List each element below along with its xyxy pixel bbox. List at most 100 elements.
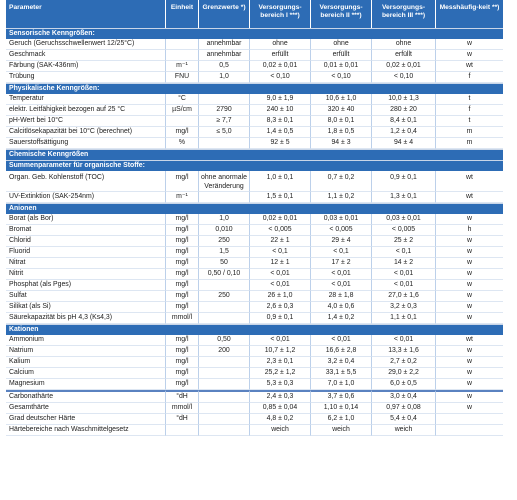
cell-parameter: Kalium — [6, 357, 166, 368]
cell-frequency: f — [436, 105, 503, 116]
cell-limit — [199, 390, 250, 403]
cell-supply-area-1: weich — [250, 425, 311, 436]
cell-unit — [166, 50, 199, 61]
cell-supply-area-2: < 0,01 — [311, 280, 372, 291]
cell-limit — [199, 357, 250, 368]
cell-unit: mg/l — [166, 258, 199, 269]
cell-supply-area-1: < 0,01 — [250, 280, 311, 291]
cell-supply-area-1: 2,3 ± 0,1 — [250, 357, 311, 368]
cell-limit: ≤ 5,0 — [199, 127, 250, 138]
cell-unit: FNU — [166, 72, 199, 83]
table-row: elektr. Leitfähigkeit bezogen auf 25 °C µ… — [6, 105, 503, 116]
cell-supply-area-3: < 0,1 — [372, 247, 436, 258]
cell-supply-area-2: 8,0 ± 0,1 — [311, 116, 372, 127]
cell-unit: mg/l — [166, 127, 199, 138]
table-row: Trübung FNU 1,0 < 0,10 < 0,10 < 0,10 f — [6, 72, 503, 83]
cell-frequency: w — [436, 368, 503, 379]
cell-supply-area-1: erfüllt — [250, 50, 311, 61]
cell-frequency: wt — [436, 192, 503, 203]
cell-supply-area-3: 94 ± 4 — [372, 138, 436, 149]
table-row: Geruch (Geruchsschwellenwert 12/25°C) ann… — [6, 39, 503, 50]
cell-supply-area-2: 0,01 ± 0,01 — [311, 61, 372, 72]
cell-supply-area-2: 7,0 ± 1,0 — [311, 379, 372, 390]
cell-supply-area-3: 29,0 ± 2,2 — [372, 368, 436, 379]
cell-supply-area-1: 1,0 ± 0,1 — [250, 171, 311, 192]
cell-supply-area-3: < 0,10 — [372, 72, 436, 83]
cell-supply-area-3: 0,03 ± 0,01 — [372, 214, 436, 225]
cell-unit: µS/cm — [166, 105, 199, 116]
cell-supply-area-3: weich — [372, 425, 436, 436]
cell-parameter: Calcitlösekapazität bei 10°C (berechnet) — [6, 127, 166, 138]
cell-parameter: Nitrit — [6, 269, 166, 280]
cell-supply-area-1: 2,4 ± 0,3 — [250, 390, 311, 403]
cell-unit: °C — [166, 94, 199, 105]
table-row: Gesamthärte mmol/l 0,85 ± 0,04 1,10 ± 0,14 0… — [6, 403, 503, 414]
cell-limit — [199, 94, 250, 105]
cell-frequency: w — [436, 280, 503, 291]
cell-limit: 0,010 — [199, 225, 250, 236]
cell-supply-area-1: 22 ± 1 — [250, 236, 311, 247]
cell-supply-area-1: 1,5 ± 0,1 — [250, 192, 311, 203]
cell-limit: 0,50 — [199, 335, 250, 346]
cell-unit: mmol/l — [166, 313, 199, 324]
cell-supply-area-3: < 0,01 — [372, 269, 436, 280]
cell-supply-area-2: 17 ± 2 — [311, 258, 372, 269]
section-title: Kationen — [6, 324, 503, 335]
table-row: Härtebereiche nach Waschmittelgesetz weic… — [6, 425, 503, 436]
table-row: UV-Extinktion (SAK-254nm) m⁻¹ 1,5 ± 0,1 1,1… — [6, 192, 503, 203]
table-row: pH-Wert bei 10°C ≥ 7,7 8,3 ± 0,1 8,0 ± 0,1 8… — [6, 116, 503, 127]
cell-parameter: Organ. Geb. Kohlenstoff (TOC) — [6, 171, 166, 192]
cell-supply-area-1: 12 ± 1 — [250, 258, 311, 269]
cell-unit: m⁻¹ — [166, 192, 199, 203]
cell-parameter: Sauerstoffsättigung — [6, 138, 166, 149]
cell-supply-area-3: 0,02 ± 0,01 — [372, 61, 436, 72]
cell-supply-area-1: 0,9 ± 0,1 — [250, 313, 311, 324]
cell-parameter: UV-Extinktion (SAK-254nm) — [6, 192, 166, 203]
table-body: Sensorische Kenngrößen: Geruch (Geruchssc… — [6, 28, 503, 436]
cell-supply-area-3: 1,1 ± 0,1 — [372, 313, 436, 324]
table-row: Säurekapazität bis pH 4,3 (Ks4,3) mmol/l 0… — [6, 313, 503, 324]
cell-unit: °dH — [166, 390, 199, 403]
cell-unit: m⁻¹ — [166, 61, 199, 72]
cell-parameter: pH-Wert bei 10°C — [6, 116, 166, 127]
cell-parameter: Trübung — [6, 72, 166, 83]
cell-supply-area-3: 3,2 ± 0,3 — [372, 302, 436, 313]
cell-frequency: w — [436, 269, 503, 280]
cell-supply-area-3: ohne — [372, 39, 436, 50]
section-header-row: Summenparameter für organische Stoffe: — [6, 160, 503, 171]
cell-frequency — [436, 414, 503, 425]
cell-supply-area-1: 26 ± 1,0 — [250, 291, 311, 302]
cell-supply-area-2: < 0,10 — [311, 72, 372, 83]
water-quality-table: Parameter Einheit Grenzwerte *) Versorgu… — [6, 0, 503, 436]
table-row: Phosphat (als Pges) mg/l < 0,01 < 0,01 < 0,0… — [6, 280, 503, 291]
cell-supply-area-2: 0,7 ± 0,2 — [311, 171, 372, 192]
cell-parameter: Silikat (als Si) — [6, 302, 166, 313]
cell-supply-area-1: 0,02 ± 0,01 — [250, 214, 311, 225]
cell-supply-area-3: 5,4 ± 0,4 — [372, 414, 436, 425]
cell-frequency: w — [436, 403, 503, 414]
cell-frequency: w — [436, 39, 503, 50]
cell-limit — [199, 302, 250, 313]
cell-frequency: wt — [436, 171, 503, 192]
cell-frequency: w — [436, 236, 503, 247]
header-frequency: Messhäufig-keit **) — [436, 0, 503, 28]
cell-supply-area-2: < 0,005 — [311, 225, 372, 236]
table-header-row: Parameter Einheit Grenzwerte *) Versorgu… — [6, 0, 503, 28]
cell-supply-area-2: 16,6 ± 2,8 — [311, 346, 372, 357]
cell-supply-area-3: 6,0 ± 0,5 — [372, 379, 436, 390]
cell-frequency: t — [436, 94, 503, 105]
table-row: Calcitlösekapazität bei 10°C (berechnet)… — [6, 127, 503, 138]
cell-supply-area-2: < 0,01 — [311, 269, 372, 280]
cell-supply-area-3: 0,97 ± 0,08 — [372, 403, 436, 414]
cell-frequency: w — [436, 214, 503, 225]
cell-frequency: t — [436, 116, 503, 127]
table-row: Natrium mg/l 200 10,7 ± 1,2 16,6 ± 2,8 13,3 ±… — [6, 346, 503, 357]
cell-supply-area-2: 29 ± 4 — [311, 236, 372, 247]
table-row: Nitrit mg/l 0,50 / 0,10 < 0,01 < 0,01 < 0,01 w — [6, 269, 503, 280]
cell-unit: mg/l — [166, 269, 199, 280]
cell-supply-area-1: < 0,1 — [250, 247, 311, 258]
cell-supply-area-3: 3,0 ± 0,4 — [372, 390, 436, 403]
table-row: Ammonium mg/l 0,50 < 0,01 < 0,01 < 0,01 wt — [6, 335, 503, 346]
cell-supply-area-1: ohne — [250, 39, 311, 50]
cell-frequency: w — [436, 291, 503, 302]
